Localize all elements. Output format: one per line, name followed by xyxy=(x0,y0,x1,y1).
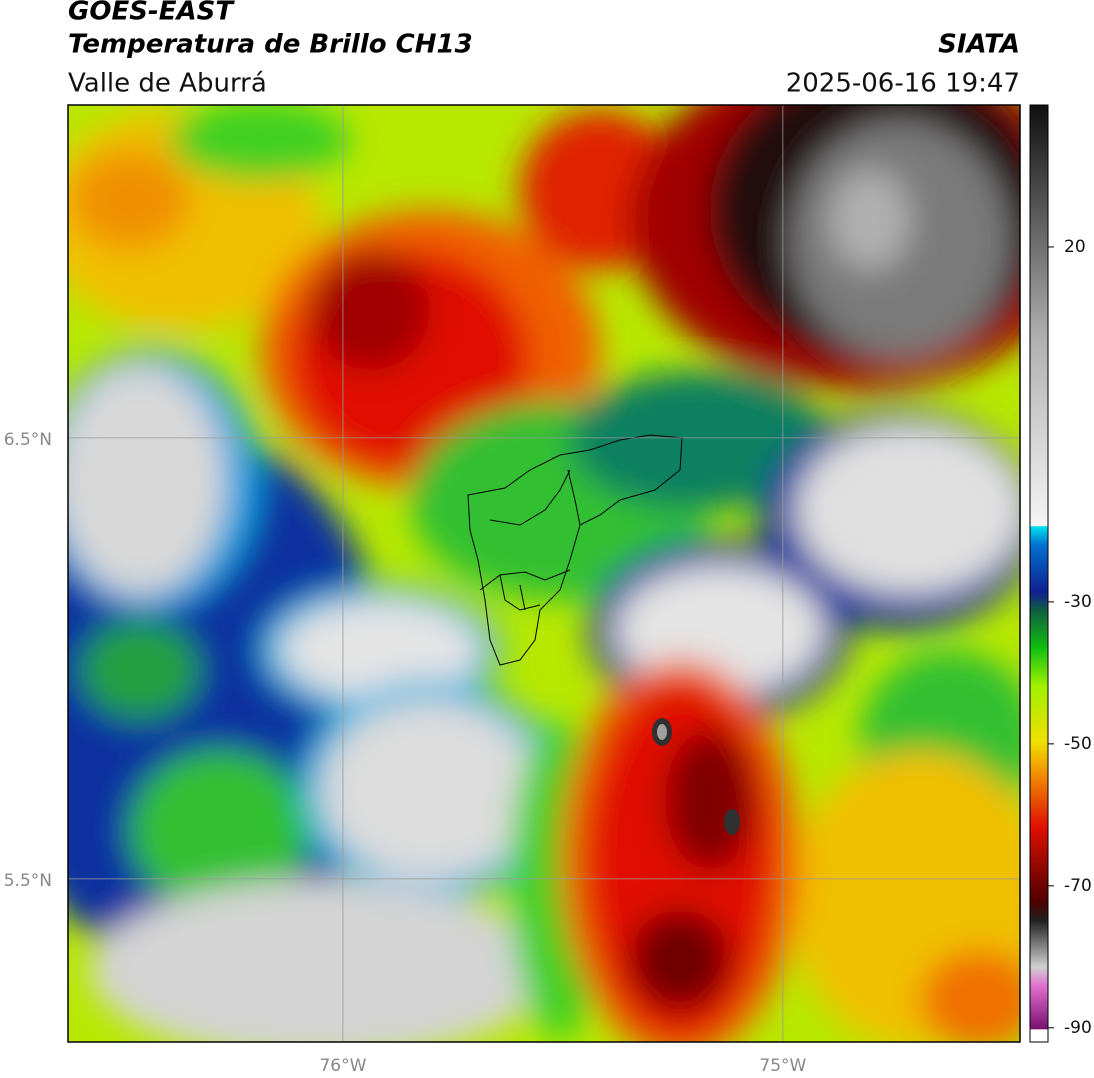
timestamp: 2025-06-16 19:47 xyxy=(786,69,1020,99)
region: Valle de Aburrá xyxy=(68,69,267,99)
y-tick-label: 5.5°N xyxy=(4,871,52,891)
source: SIATA xyxy=(938,30,1020,60)
y-tick-label: 6.5°N xyxy=(4,430,52,450)
satellite-image xyxy=(68,105,1020,1042)
x-tick-label: 76°W xyxy=(319,1056,366,1076)
colorbar-tick-label: -30 xyxy=(1064,592,1092,612)
grid xyxy=(68,105,1020,1042)
subtitle: Temperatura de Brillo CH13 xyxy=(68,30,473,60)
title: GOES-EAST xyxy=(68,0,235,27)
colorbar xyxy=(1029,104,1049,1043)
x-tick-label: 75°W xyxy=(759,1056,806,1076)
map-frame xyxy=(67,104,1021,1043)
colorbar-tick-label: -50 xyxy=(1064,734,1092,754)
valley-outline xyxy=(467,434,683,666)
colorbar-tick-label: -70 xyxy=(1064,876,1092,896)
colorbar-tick-label: -90 xyxy=(1064,1018,1092,1038)
colorbar-tick-label: 20 xyxy=(1064,237,1086,257)
